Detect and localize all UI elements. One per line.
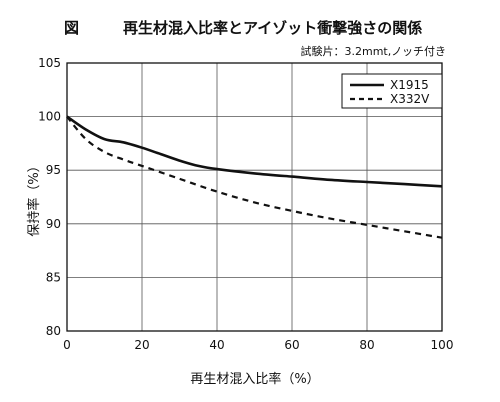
y-tick-label: 100 (38, 110, 61, 124)
legend-label-x332v: X332V (390, 92, 430, 106)
legend: X1915 X332V (341, 73, 443, 109)
x-tick-label: 0 (63, 338, 71, 352)
figure-label: 図 (64, 19, 79, 37)
series-line-x1915 (66, 115, 443, 188)
y-tick-label: 105 (38, 56, 61, 70)
tick-labels: 0 20 40 60 80 100 80 85 90 95 100 105 (38, 56, 453, 352)
y-tick-label: 80 (46, 324, 61, 338)
y-tick-label: 90 (46, 217, 61, 231)
legend-box (341, 73, 443, 109)
x-tick-label: 80 (359, 338, 374, 352)
chart-subtitle: 試験片：3.2mmt,ノッチ付き (300, 44, 446, 58)
y-axis-label: 保持率（%） (26, 159, 42, 236)
series-lines (66, 115, 443, 239)
series-line-x332v (66, 115, 443, 239)
x-tick-label: 60 (284, 338, 299, 352)
x-tick-label: 40 (209, 338, 224, 352)
chart-title: 再生材混入比率とアイゾット衝撃強さの関係 (123, 19, 422, 37)
y-tick-label: 95 (46, 163, 61, 177)
y-tick-label: 85 (46, 270, 61, 284)
x-tick-label: 20 (134, 338, 149, 352)
plot-frame (66, 62, 443, 332)
x-axis-label: 再生材混入比率（%） (190, 371, 319, 387)
x-tick-label: 100 (431, 338, 454, 352)
legend-label-x1915: X1915 (390, 78, 429, 92)
